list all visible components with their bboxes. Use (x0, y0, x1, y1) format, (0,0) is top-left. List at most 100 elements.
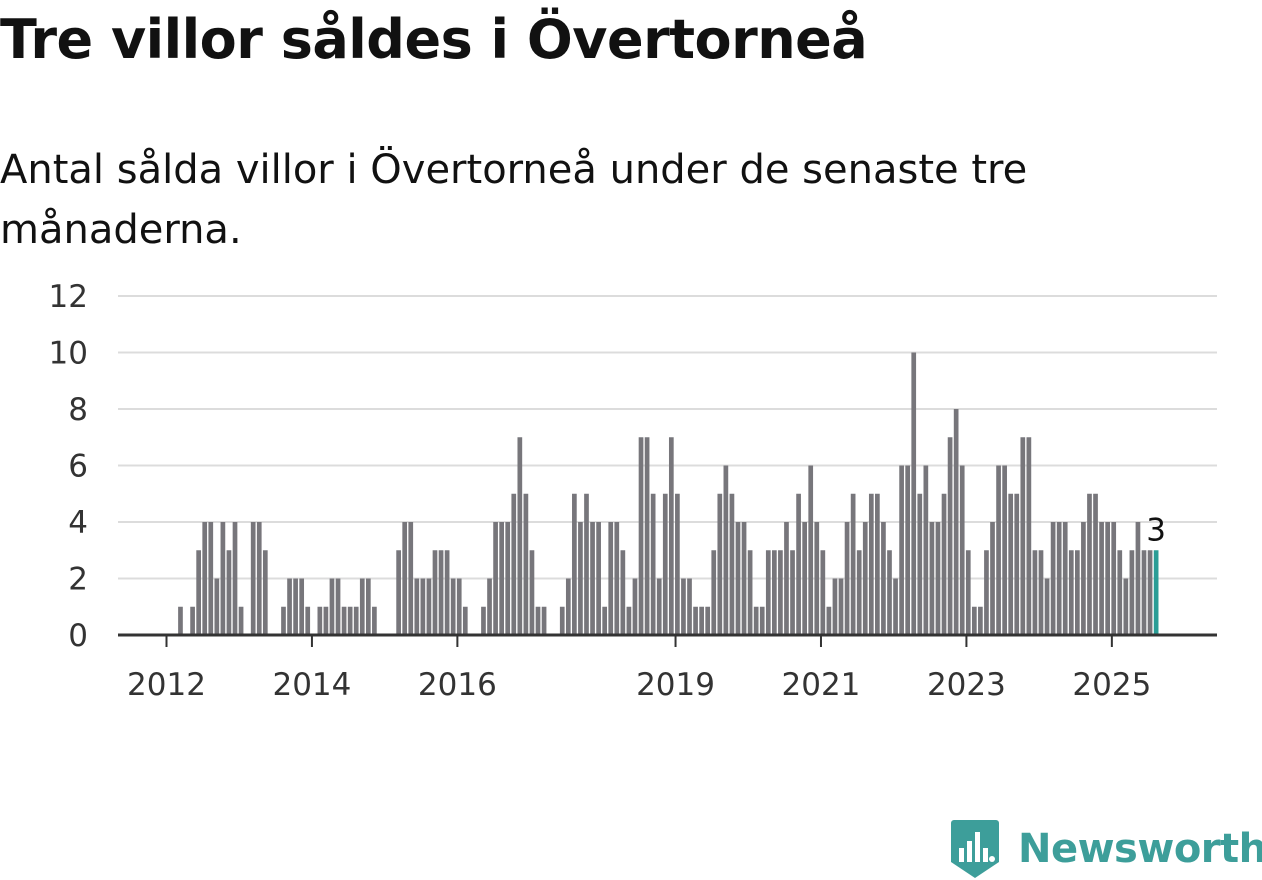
bar (511, 493, 517, 635)
bar (487, 578, 492, 635)
bar (444, 550, 450, 635)
bar (317, 606, 323, 635)
data-labels: 3 (1146, 512, 1166, 548)
bar (1105, 522, 1110, 635)
bar (741, 522, 747, 635)
bar (208, 522, 214, 635)
bar (305, 606, 311, 635)
bar (408, 522, 414, 635)
bar (1002, 465, 1007, 635)
bar (1129, 550, 1135, 635)
bar (396, 550, 401, 635)
bar (632, 578, 638, 635)
bar (778, 550, 783, 635)
bar (747, 550, 753, 635)
bar (202, 522, 208, 635)
bar (626, 606, 632, 635)
bar (578, 522, 583, 635)
bar (614, 522, 620, 635)
bar (232, 522, 238, 635)
bar (456, 578, 462, 635)
bar (329, 578, 335, 635)
bar (559, 606, 565, 635)
bar (1141, 550, 1147, 635)
bar (790, 550, 795, 635)
bar (681, 578, 686, 635)
bar (214, 578, 220, 635)
y-tick-label: 10 (49, 336, 88, 372)
bar (668, 437, 674, 635)
chart-title: Tre villor såldes i Övertorneå (0, 8, 868, 71)
bar (365, 578, 371, 635)
y-tick-label: 6 (68, 449, 88, 485)
bar (862, 522, 868, 635)
bar (402, 522, 408, 635)
bar (602, 606, 608, 635)
bar (596, 522, 601, 635)
bar (899, 465, 904, 635)
bar (729, 493, 735, 635)
bar (735, 522, 741, 635)
bar (887, 550, 892, 635)
bar (881, 522, 886, 635)
x-tick-label: 2014 (272, 667, 351, 703)
bar (1032, 550, 1038, 635)
x-tick-label: 2021 (782, 667, 861, 703)
bar (565, 578, 571, 635)
bar (772, 550, 777, 635)
bar (523, 493, 529, 635)
bar (1020, 437, 1026, 635)
bar (226, 550, 232, 635)
bar-latest (1153, 550, 1159, 635)
bar (638, 437, 644, 635)
bar (190, 606, 195, 635)
bar (347, 606, 353, 635)
bar (1026, 437, 1032, 635)
bar (1008, 493, 1014, 635)
bar (978, 606, 983, 635)
bar (644, 437, 650, 635)
bar (1050, 522, 1056, 635)
bar (850, 493, 856, 635)
bar (335, 578, 341, 635)
bar (941, 493, 947, 635)
y-tick-label: 2 (68, 562, 88, 598)
bar (990, 522, 995, 635)
x-tick-label: 2012 (127, 667, 206, 703)
bar (675, 493, 680, 635)
bar (499, 522, 504, 635)
x-tick-label: 2019 (636, 667, 715, 703)
bar (717, 493, 723, 635)
bar (856, 550, 862, 635)
y-tick-label: 4 (68, 505, 88, 541)
bar (505, 522, 511, 635)
bar (959, 465, 965, 635)
bar (529, 550, 535, 635)
bar (1014, 493, 1020, 635)
bar (178, 606, 183, 635)
bar (450, 578, 456, 635)
bar (220, 522, 226, 635)
bar (753, 606, 759, 635)
bar (832, 578, 838, 635)
bar (650, 493, 656, 635)
bar (281, 606, 286, 635)
bar (923, 465, 929, 635)
bar (984, 550, 989, 635)
bar (1056, 522, 1062, 635)
bar (262, 550, 268, 635)
chart-subtitle: Antal sålda villor i Övertorneå under de… (0, 147, 1028, 253)
bar (947, 437, 953, 635)
bar (935, 522, 941, 635)
bar (1044, 578, 1050, 635)
bar (1081, 522, 1086, 635)
bar (541, 606, 547, 635)
bar (196, 550, 201, 635)
bar (711, 550, 717, 635)
bar (971, 606, 977, 635)
bar (838, 578, 844, 635)
bar (535, 606, 541, 635)
bar (965, 550, 971, 635)
bar (414, 578, 420, 635)
bar (517, 437, 523, 635)
